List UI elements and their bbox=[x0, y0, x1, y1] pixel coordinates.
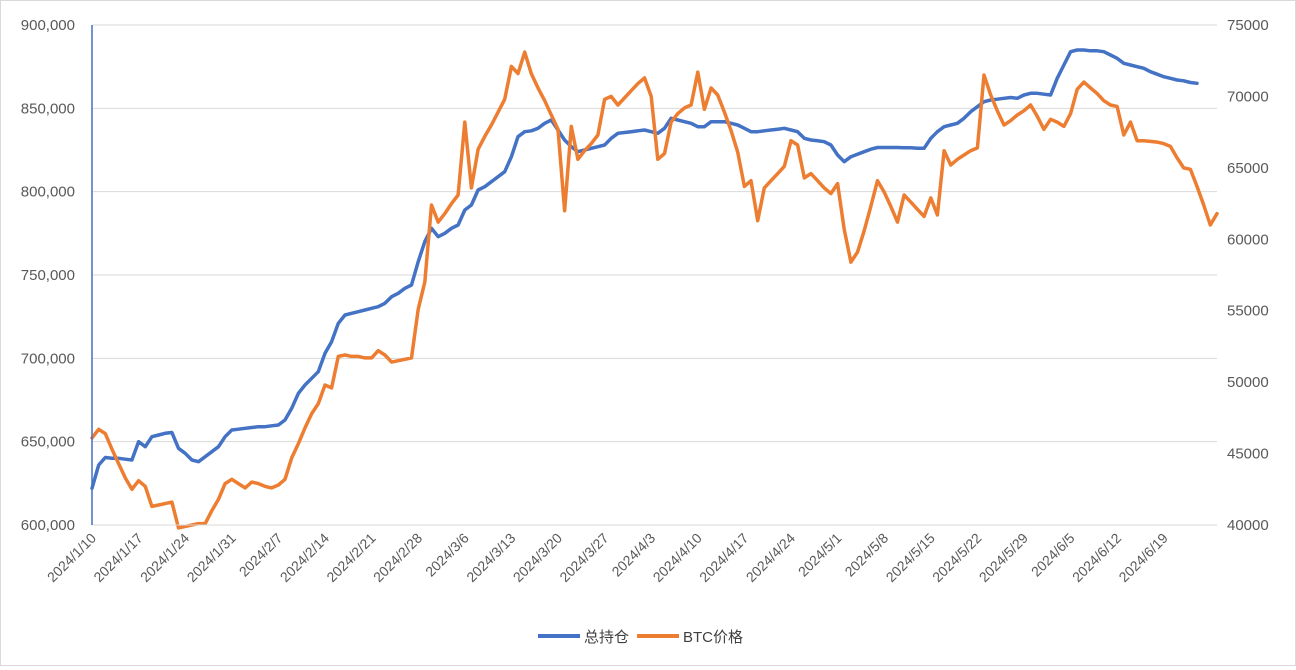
legend-label-2: BTC价格 bbox=[683, 629, 743, 646]
left-axis-tick-label: 900,000 bbox=[21, 17, 75, 34]
left-axis-tick-label: 700,000 bbox=[21, 350, 75, 367]
legend-label-1: 总持仓 bbox=[584, 629, 629, 646]
right-axis-tick-label: 75000 bbox=[1227, 17, 1269, 34]
right-axis-tick-label: 65000 bbox=[1227, 160, 1269, 177]
series-line-2 bbox=[90, 50, 1219, 530]
x-axis-tick-label: 2024/1/24 bbox=[137, 530, 193, 586]
right-axis-ticks: 40000 45000 50000 55000 60000 65000 70000 75000 bbox=[1227, 17, 1269, 534]
x-axis-tick-label: 2024/3/27 bbox=[556, 530, 612, 586]
series-layer bbox=[90, 48, 1219, 530]
right-axis-tick-label: 70000 bbox=[1227, 88, 1269, 105]
right-axis-tick-label: 45000 bbox=[1227, 446, 1269, 463]
x-axis-tick-label: 2024/1/10 bbox=[44, 530, 100, 586]
x-axis-tick-label: 2024/5/22 bbox=[929, 530, 985, 586]
x-axis-tick-label: 2024/4/24 bbox=[743, 530, 799, 586]
right-axis-tick-label: 55000 bbox=[1227, 303, 1269, 320]
x-axis-tick-label: 2024/5/15 bbox=[883, 530, 939, 586]
right-axis-tick-label: 60000 bbox=[1227, 231, 1269, 248]
legend: 总持仓 BTC价格 bbox=[538, 629, 743, 646]
x-axis-tick-label: 2024/6/19 bbox=[1116, 530, 1172, 586]
left-axis-tick-label: 600,000 bbox=[21, 517, 75, 534]
gridlines bbox=[92, 24, 1217, 443]
x-axis-tick-label: 2024/2/28 bbox=[370, 530, 426, 586]
left-axis-tick-label: 650,000 bbox=[21, 434, 75, 451]
x-axis-tick-label: 2024/1/31 bbox=[184, 530, 240, 586]
left-axis-tick-label: 800,000 bbox=[21, 184, 75, 201]
x-axis-tick-label: 2024/5/29 bbox=[976, 530, 1032, 586]
left-axis-tick-label: 750,000 bbox=[21, 267, 75, 284]
axes bbox=[91, 25, 1217, 526]
right-axis-tick-label: 40000 bbox=[1227, 517, 1269, 534]
x-axis-tick-label: 2024/6/12 bbox=[1069, 530, 1125, 586]
left-axis-ticks: 600,000 650,000 700,000 750,000 800,000 850,0… bbox=[21, 17, 75, 534]
x-axis-tick-label: 2024/2/21 bbox=[323, 530, 379, 586]
x-axis-tick-label: 2024/2/14 bbox=[277, 530, 333, 586]
x-axis-tick-label: 2024/3/13 bbox=[463, 530, 519, 586]
x-axis-tick-label: 2024/3/20 bbox=[510, 530, 566, 586]
right-axis-tick-label: 50000 bbox=[1227, 374, 1269, 391]
x-axis-tick-label: 2024/1/17 bbox=[90, 530, 146, 586]
x-axis-tick-label: 2024/4/10 bbox=[650, 530, 706, 586]
left-axis-tick-label: 850,000 bbox=[21, 100, 75, 117]
x-axis-tick-label: 2024/4/17 bbox=[696, 530, 752, 586]
x-axis-tick-label: 2024/5/1 bbox=[795, 530, 845, 580]
series-line-1 bbox=[90, 48, 1199, 491]
